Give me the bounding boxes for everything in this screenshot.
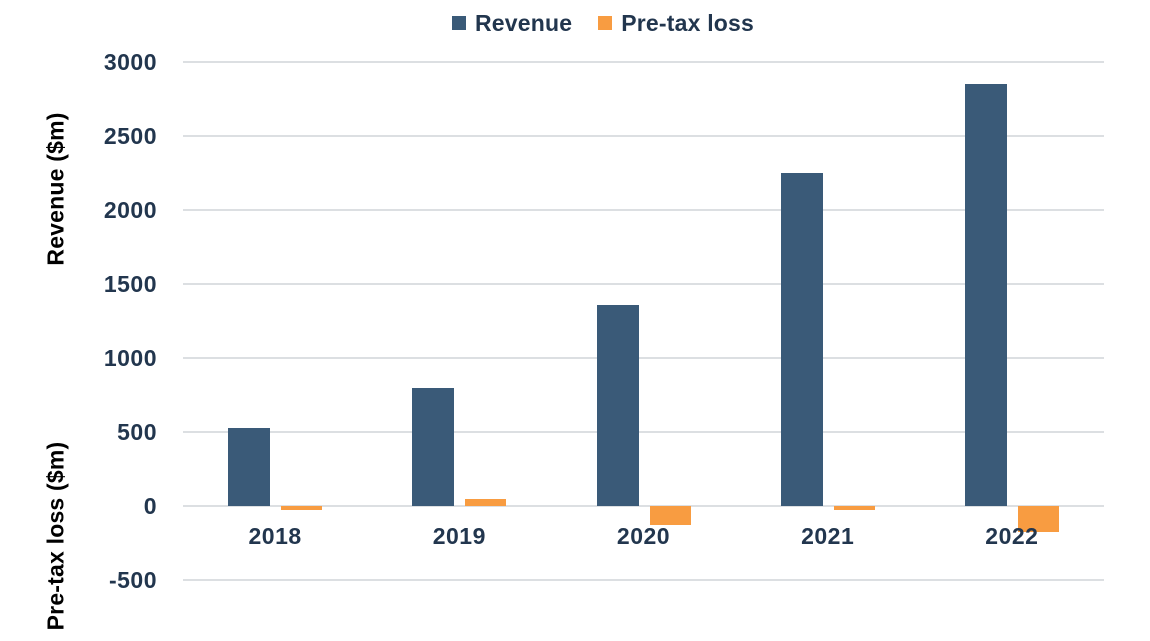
gridline-3000	[183, 61, 1104, 63]
x-label-2022: 2022	[985, 523, 1039, 549]
bar-pretax-loss-2020	[649, 506, 691, 526]
bar-pretax-loss-2021	[833, 506, 875, 510]
y-tick--500: -500	[108, 567, 157, 593]
legend-swatch-icon	[451, 16, 466, 30]
gridline-500	[183, 431, 1104, 433]
bar-pretax-loss-2019	[465, 499, 507, 506]
bar-revenue-2019	[412, 387, 455, 506]
gridline-0	[183, 505, 1104, 507]
bar-revenue-2022	[964, 84, 1007, 506]
bar-revenue-2021	[780, 173, 823, 506]
left-axis-title-pretax-loss: Pre-tax loss ($m)	[42, 441, 69, 631]
bar-revenue-2020	[596, 304, 639, 506]
x-label-2021: 2021	[801, 523, 855, 549]
y-tick-2500: 2500	[103, 123, 157, 149]
y-tick-1500: 1500	[103, 271, 157, 297]
gridline-2500	[183, 135, 1104, 137]
legend-item-revenue: Revenue	[451, 9, 573, 37]
legend-swatch-icon	[598, 16, 613, 30]
y-tick-1000: 1000	[103, 345, 157, 371]
x-label-2020: 2020	[616, 523, 671, 549]
legend-label: Pre-tax loss	[621, 9, 755, 36]
legend-item-pre-tax-loss: Pre-tax loss	[598, 10, 754, 37]
bar-revenue-2018	[228, 427, 271, 506]
y-tick-3000: 3000	[103, 49, 157, 75]
bar-pretax-loss-2018	[281, 506, 323, 511]
y-tick-0: 0	[143, 493, 157, 519]
bar-pretax-loss-2022	[1017, 506, 1059, 532]
chart-legend: Revenue Pre-tax loss	[56, 8, 1150, 38]
x-label-2019: 2019	[432, 523, 486, 549]
legend-label: Revenue	[474, 9, 573, 36]
gridline--500	[183, 579, 1104, 581]
y-tick-500: 500	[117, 419, 157, 445]
x-label-2018: 2018	[248, 523, 302, 549]
gridline-2000	[183, 209, 1104, 211]
y-tick-2000: 2000	[103, 197, 157, 223]
gridline-1500	[183, 283, 1104, 285]
gridline-1000	[183, 357, 1104, 359]
